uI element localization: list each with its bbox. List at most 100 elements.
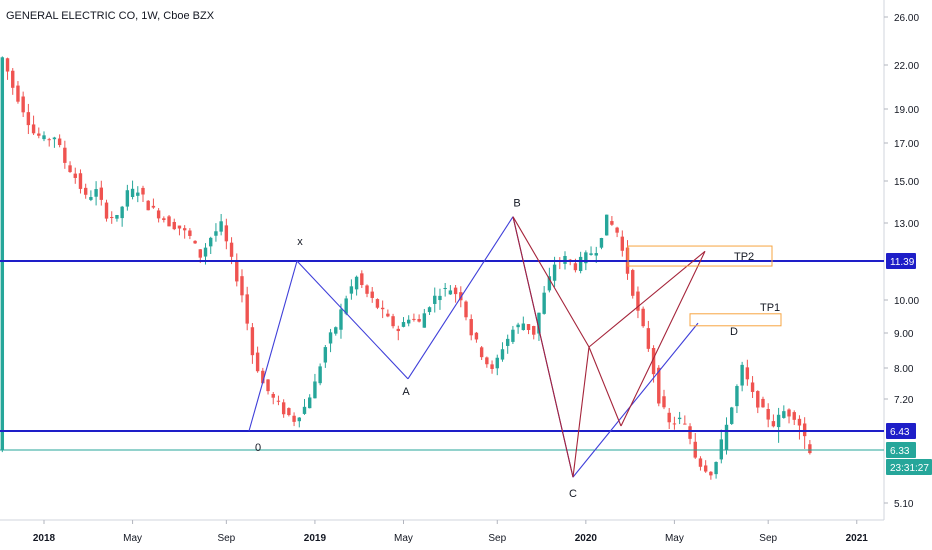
candle: [667, 408, 671, 430]
candle-body: [209, 237, 213, 247]
candle: [386, 309, 390, 318]
pattern-red-leg: [620, 251, 706, 427]
candle: [391, 313, 395, 329]
candle: [318, 363, 322, 386]
candle-body: [485, 357, 489, 365]
candle: [177, 225, 182, 236]
candle-body: [89, 197, 93, 200]
candle-body: [495, 357, 499, 369]
candle-body: [396, 328, 400, 332]
candle-body: [651, 348, 656, 375]
candle-body: [328, 332, 333, 344]
candle: [313, 373, 317, 399]
candle-body: [386, 313, 390, 317]
candle: [589, 246, 593, 256]
candle: [776, 407, 781, 443]
candle: [110, 211, 114, 224]
candle-body: [792, 412, 796, 420]
pattern-red-leg: [512, 216, 574, 478]
candle-body: [641, 308, 645, 327]
candle-body: [657, 367, 661, 404]
price-tag-text: 23:31:27: [890, 463, 929, 474]
candle-body: [281, 402, 286, 415]
candle-body: [57, 138, 62, 146]
pattern-leg: [407, 216, 514, 380]
candle: [453, 285, 458, 303]
price-tag-bg: [886, 459, 932, 475]
candle-body: [162, 218, 166, 221]
x-tick-label: Sep: [488, 533, 506, 544]
pattern-leg: [296, 260, 409, 380]
candle: [151, 198, 156, 209]
price-tag-text: 6.43: [890, 427, 910, 438]
candle-body: [380, 307, 385, 310]
y-tick-label: 8.00: [894, 364, 914, 375]
candle: [354, 275, 359, 296]
candle: [308, 394, 312, 409]
candle-body: [615, 227, 619, 233]
candle: [115, 214, 119, 222]
candle: [68, 161, 72, 173]
candle: [344, 295, 348, 316]
candle: [443, 282, 447, 297]
candle: [78, 169, 83, 194]
candle-body: [391, 316, 395, 327]
x-tick-label: 2021: [846, 533, 869, 544]
candle: [401, 317, 406, 328]
candle-body: [136, 192, 140, 196]
candle: [683, 415, 687, 425]
x-tick-label: Sep: [217, 533, 235, 544]
candle-body: [360, 273, 364, 286]
candle: [761, 396, 765, 408]
candle: [730, 406, 734, 425]
candle: [250, 322, 255, 364]
candle-body: [469, 319, 473, 336]
candle: [37, 127, 41, 139]
candle-body: [578, 256, 583, 272]
candle-body: [453, 287, 458, 295]
pattern-red-leg: [588, 346, 622, 427]
candle: [182, 225, 187, 239]
candle: [156, 208, 161, 223]
candle: [292, 412, 296, 427]
candle: [750, 376, 755, 399]
candle: [797, 415, 802, 440]
candle-body: [292, 415, 296, 422]
candle-body: [677, 417, 682, 420]
price-tag-text: 6.33: [890, 446, 910, 457]
candle-body: [724, 424, 729, 451]
price-tag: 6.43: [886, 423, 916, 439]
candle: [693, 432, 697, 459]
candle-body: [412, 318, 416, 320]
candle-body: [782, 411, 786, 418]
candle-body: [745, 367, 750, 380]
candle-body: [5, 58, 10, 72]
candle-body: [224, 225, 229, 242]
candle: [500, 342, 505, 362]
candle-body: [537, 312, 541, 334]
target-rect: [627, 245, 773, 267]
x-tick-label: 2019: [304, 533, 327, 544]
candle-body: [250, 327, 255, 356]
candle: [808, 439, 812, 455]
candle: [662, 389, 666, 410]
price-tag-bg: [886, 423, 916, 439]
candle: [209, 236, 213, 255]
candle: [474, 331, 479, 343]
candle: [714, 461, 718, 479]
candle: [0, 56, 5, 453]
candle: [745, 359, 750, 386]
candle-body: [130, 188, 135, 198]
candle: [63, 140, 67, 169]
y-tick-label: 19.00: [894, 105, 919, 116]
candle: [599, 237, 604, 250]
candle: [479, 345, 484, 361]
x-tick-label: 2020: [575, 533, 598, 544]
candle: [511, 325, 515, 344]
candle-body: [464, 301, 468, 318]
candle: [255, 346, 260, 373]
candle: [703, 460, 708, 473]
pattern-leg: [248, 260, 298, 432]
